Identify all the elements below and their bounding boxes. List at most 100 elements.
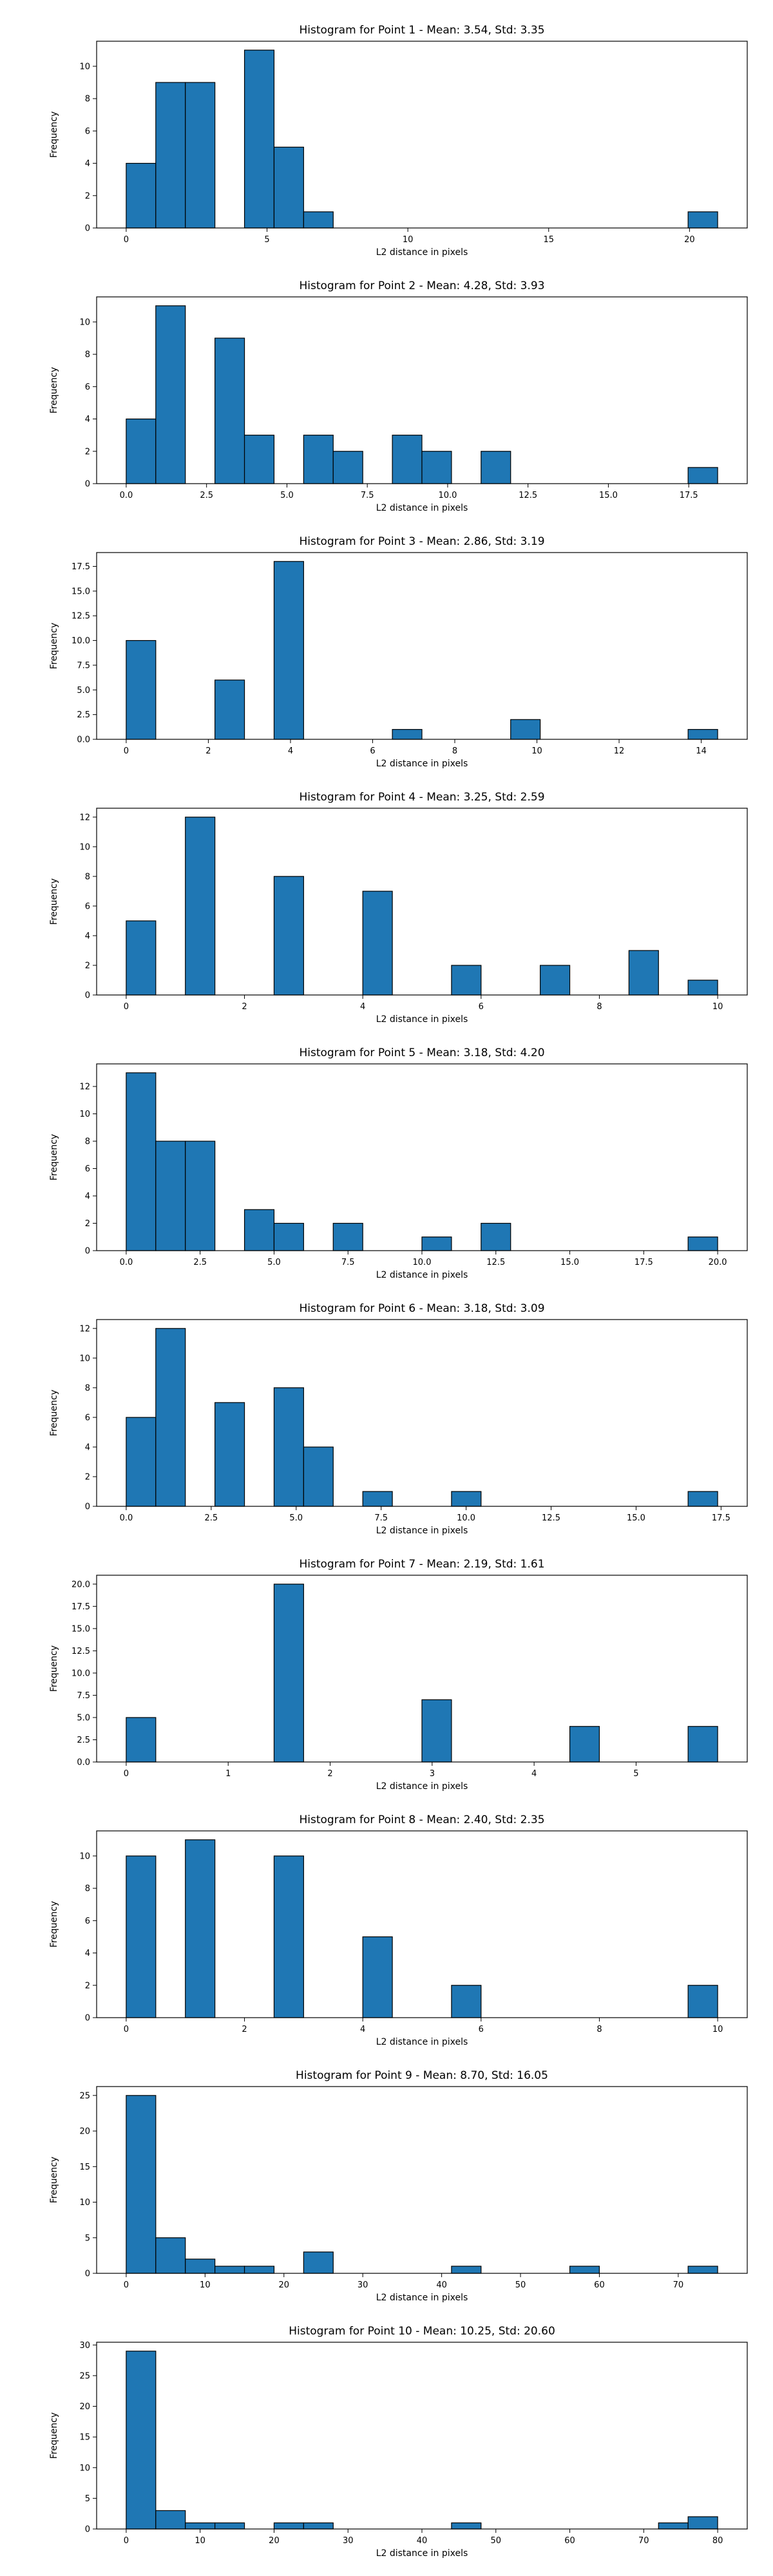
plot-frame: [96, 552, 748, 740]
y-axis-label: Frequency: [49, 1134, 59, 1180]
y-tick-label: 4: [85, 1192, 90, 1202]
x-tick-label: 8: [452, 746, 457, 756]
y-tick-label: 10: [79, 2198, 90, 2208]
histogram-bar: [362, 891, 393, 996]
x-tick-label: 0: [124, 746, 129, 756]
y-tick-label: 5: [85, 2233, 90, 2243]
x-tick-label: 0.0: [120, 491, 133, 500]
y-tick-label: 12: [79, 1083, 90, 1092]
histogram-bar: [687, 1985, 718, 2018]
histogram-bar: [569, 1726, 600, 1763]
y-tick-label: 0: [85, 480, 90, 489]
y-axis-label: Frequency: [49, 623, 59, 669]
x-tick-label: 4: [288, 746, 293, 756]
histogram-bar: [481, 451, 511, 484]
x-tick-label: 10: [712, 1002, 723, 1012]
histogram-panel-2: Histogram for Point 2 - Mean: 4.28, Std:…: [49, 279, 748, 513]
x-tick-label: 6: [479, 2025, 484, 2034]
histogram-bar: [155, 1141, 186, 1251]
x-tick-label: 6: [479, 1002, 484, 1012]
y-tick-label: 10: [79, 1354, 90, 1363]
histogram-bar: [273, 1855, 304, 2018]
y-tick-label: 10: [79, 62, 90, 71]
x-tick-label: 7.5: [361, 491, 374, 500]
y-tick-label: 6: [85, 1164, 90, 1174]
x-tick-label: 12.5: [486, 1258, 505, 1267]
histogram-bar: [126, 162, 157, 229]
y-tick-label: 6: [85, 1413, 90, 1423]
y-axis-label: Frequency: [49, 2412, 59, 2459]
x-tick-label: 10.0: [413, 1258, 432, 1267]
y-tick-label: 20: [79, 2402, 90, 2412]
y-tick-label: 0: [85, 2525, 90, 2535]
x-axis-label: L2 distance in pixels: [376, 247, 468, 258]
x-tick-label: 3: [430, 1769, 435, 1779]
histogram-bar: [687, 2516, 718, 2530]
x-axis-label: L2 distance in pixels: [376, 1781, 468, 1792]
chart-title: Histogram for Point 3 - Mean: 2.86, Std:…: [299, 535, 544, 548]
chart-title: Histogram for Point 4 - Mean: 3.25, Std:…: [299, 791, 544, 804]
histogram-bar: [185, 2259, 216, 2274]
histogram-bar: [687, 2266, 718, 2274]
plot-frame: [96, 808, 748, 996]
histogram-bar: [126, 418, 157, 484]
histogram-bar: [155, 305, 186, 484]
x-tick-label: 0: [124, 235, 129, 245]
histogram-bar: [421, 1236, 452, 1251]
y-tick-label: 2.5: [77, 710, 90, 720]
histogram-panel-3: Histogram for Point 3 - Mean: 2.86, Std:…: [49, 535, 748, 769]
histogram-panel-8: Histogram for Point 8 - Mean: 2.40, Std:…: [49, 1814, 748, 2047]
x-axis-label: L2 distance in pixels: [376, 503, 468, 513]
y-tick-label: 0.0: [77, 735, 90, 745]
x-tick-label: 2: [205, 746, 211, 756]
histogram-bar: [569, 2266, 600, 2274]
histogram-bar: [155, 2510, 186, 2530]
y-tick-label: 0: [85, 991, 90, 1001]
histogram-bar: [273, 1584, 304, 1763]
histogram-bar: [185, 1839, 216, 2018]
histogram-bar: [687, 211, 718, 229]
x-tick-label: 2: [327, 1769, 332, 1779]
histogram-bar: [392, 729, 423, 740]
histogram-bar: [392, 435, 423, 484]
histogram-bar: [215, 2266, 245, 2274]
x-tick-label: 12: [614, 746, 625, 756]
histogram-bar: [185, 2522, 216, 2530]
x-tick-label: 5.0: [289, 1513, 303, 1523]
x-tick-label: 0: [124, 1002, 129, 1012]
x-tick-label: 0: [124, 1769, 129, 1779]
histogram-bar: [185, 817, 216, 996]
y-tick-label: 0: [85, 2014, 90, 2023]
histogram-bar: [687, 1236, 718, 1251]
x-axis-label: L2 distance in pixels: [376, 2293, 468, 2303]
histogram-bar: [243, 50, 275, 229]
x-tick-label: 50: [490, 2536, 501, 2546]
histogram-bar: [215, 337, 245, 484]
x-tick-label: 10: [531, 746, 542, 756]
y-tick-label: 4: [85, 159, 90, 169]
x-tick-label: 80: [712, 2536, 723, 2546]
y-tick-label: 0: [85, 2269, 90, 2279]
y-axis-label: Frequency: [49, 1645, 59, 1692]
histogram-bar: [303, 2522, 334, 2530]
x-tick-label: 2.5: [204, 1513, 218, 1523]
x-tick-label: 8: [596, 2025, 602, 2034]
chart-title: Histogram for Point 7 - Mean: 2.19, Std:…: [299, 1558, 544, 1571]
x-tick-label: 70: [638, 2536, 649, 2546]
x-tick-label: 70: [673, 2280, 684, 2290]
x-tick-label: 60: [564, 2536, 575, 2546]
histogram-bar: [243, 2266, 275, 2274]
y-tick-label: 2: [85, 191, 90, 201]
x-tick-label: 17.5: [635, 1258, 653, 1267]
y-tick-label: 30: [79, 2341, 90, 2351]
x-axis-label: L2 distance in pixels: [376, 2548, 468, 2559]
x-tick-label: 10: [403, 235, 414, 245]
x-tick-label: 17.5: [680, 491, 698, 500]
x-tick-label: 8: [596, 1002, 602, 1012]
histogram-bar: [540, 965, 571, 996]
x-tick-label: 0: [124, 2536, 129, 2546]
histogram-bar: [273, 561, 304, 740]
histogram-bar: [126, 2095, 157, 2274]
histogram-panel-9: Histogram for Point 9 - Mean: 8.70, Std:…: [49, 2069, 748, 2303]
